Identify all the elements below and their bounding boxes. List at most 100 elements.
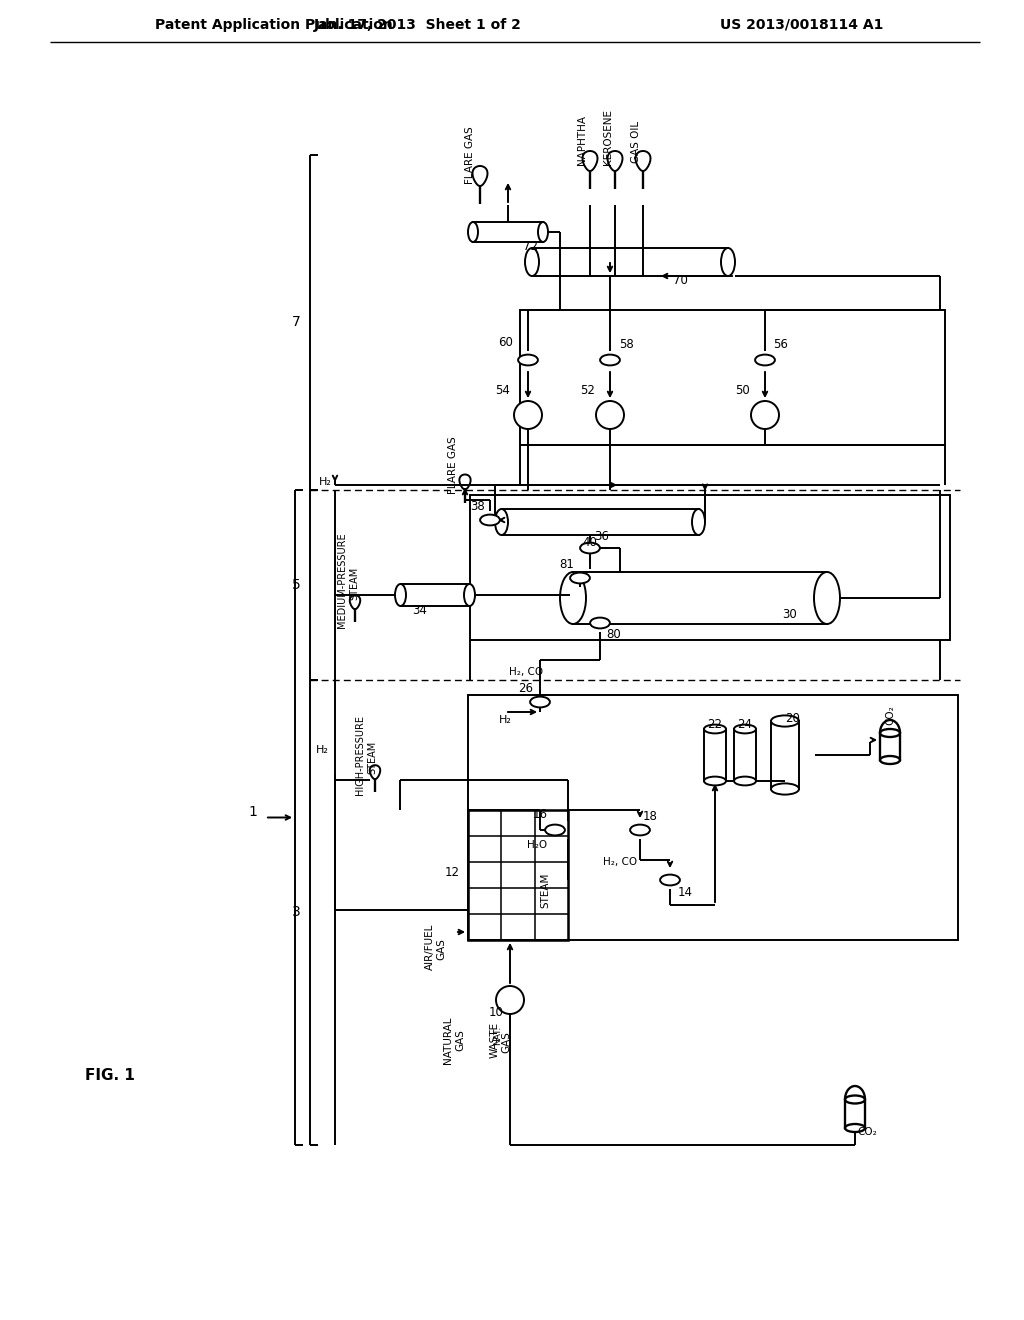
Text: H₂: H₂ [315,744,329,755]
Ellipse shape [660,875,680,886]
Bar [771,721,799,789]
Text: NATURAL: NATURAL [443,1016,453,1064]
Text: 50: 50 [735,384,751,396]
Circle shape [514,401,542,429]
Bar [532,248,728,276]
Bar [845,1100,865,1129]
Text: Jan. 17, 2013  Sheet 1 of 2: Jan. 17, 2013 Sheet 1 of 2 [314,18,522,32]
Text: GAS: GAS [501,1031,511,1053]
Ellipse shape [705,725,726,734]
Bar [468,696,958,940]
Ellipse shape [721,248,735,276]
Text: 72: 72 [522,240,538,253]
Ellipse shape [734,776,756,785]
Text: 38: 38 [471,500,485,513]
Bar [520,310,945,445]
Ellipse shape [845,1125,865,1133]
Text: H₂: H₂ [499,715,511,725]
Ellipse shape [468,222,478,242]
Circle shape [751,401,779,429]
Ellipse shape [480,515,500,525]
Ellipse shape [495,510,508,535]
Ellipse shape [630,825,650,836]
Text: H₂: H₂ [318,477,332,487]
Text: 54: 54 [496,384,510,396]
Text: NAT.: NAT. [494,1026,503,1044]
Text: 36: 36 [595,531,609,544]
Ellipse shape [734,725,756,734]
Circle shape [596,401,624,429]
Bar [400,583,469,606]
Text: AIR/FUEL: AIR/FUEL [425,924,435,970]
Text: STEAM: STEAM [349,566,359,599]
Text: US 2013/0018114 A1: US 2013/0018114 A1 [720,18,884,32]
Ellipse shape [755,355,775,366]
Text: 30: 30 [782,609,798,622]
Bar [470,495,950,640]
Text: STEAM: STEAM [540,873,550,908]
Text: 3: 3 [292,906,300,920]
Text: 40: 40 [583,536,597,549]
Bar [468,810,568,940]
Bar [473,222,543,242]
Text: 58: 58 [618,338,634,351]
Ellipse shape [880,756,900,764]
Bar [573,572,827,624]
Ellipse shape [705,776,726,785]
Text: 7: 7 [292,315,300,330]
Text: H₂, CO: H₂, CO [509,667,543,677]
Text: Patent Application Publication: Patent Application Publication [155,18,393,32]
Ellipse shape [570,573,590,583]
Ellipse shape [814,572,840,624]
Ellipse shape [545,825,565,836]
Bar [705,729,726,781]
Text: STEAM: STEAM [367,741,377,774]
Ellipse shape [560,572,586,624]
Text: 14: 14 [678,886,692,899]
Ellipse shape [518,355,538,366]
Text: 5: 5 [292,578,300,591]
Text: KEROSENE: KEROSENE [603,110,613,165]
Text: H₂, CO: H₂, CO [603,857,637,867]
Ellipse shape [600,355,620,366]
Text: 60: 60 [499,335,513,348]
Text: MEDIUM-PRESSURE: MEDIUM-PRESSURE [337,532,347,628]
Ellipse shape [538,222,548,242]
Circle shape [496,986,524,1014]
Text: 26: 26 [518,681,534,694]
Text: 10: 10 [488,1006,504,1019]
Text: 1: 1 [249,805,257,820]
Bar [880,733,900,760]
Text: 24: 24 [737,718,753,731]
Text: GAS OIL: GAS OIL [631,121,641,164]
Text: CO₂: CO₂ [885,705,895,725]
Ellipse shape [530,697,550,708]
Text: FIG. 1: FIG. 1 [85,1068,135,1082]
Text: 81: 81 [559,557,574,570]
Ellipse shape [590,618,610,628]
Text: FLARE GAS: FLARE GAS [449,436,458,494]
Text: 52: 52 [581,384,595,396]
Text: 16: 16 [532,808,548,821]
Text: 18: 18 [643,810,657,824]
Text: WASTE: WASTE [490,1022,500,1059]
Ellipse shape [395,583,406,606]
Ellipse shape [771,715,799,726]
Bar [734,729,756,781]
Bar [502,510,698,535]
Text: 22: 22 [708,718,723,731]
Ellipse shape [464,583,475,606]
Text: HIGH-PRESSURE: HIGH-PRESSURE [355,715,365,795]
Text: 20: 20 [785,713,801,726]
Text: 56: 56 [773,338,788,351]
Text: GAS: GAS [436,939,446,960]
Text: GAS: GAS [455,1030,465,1051]
Ellipse shape [692,510,705,535]
Ellipse shape [581,543,600,553]
Text: FLARE GAS: FLARE GAS [465,127,475,183]
Text: 12: 12 [444,866,460,879]
Text: NAPHTHA: NAPHTHA [577,115,587,165]
Text: 34: 34 [413,603,427,616]
Text: H₂O: H₂O [527,840,547,850]
Ellipse shape [771,783,799,795]
